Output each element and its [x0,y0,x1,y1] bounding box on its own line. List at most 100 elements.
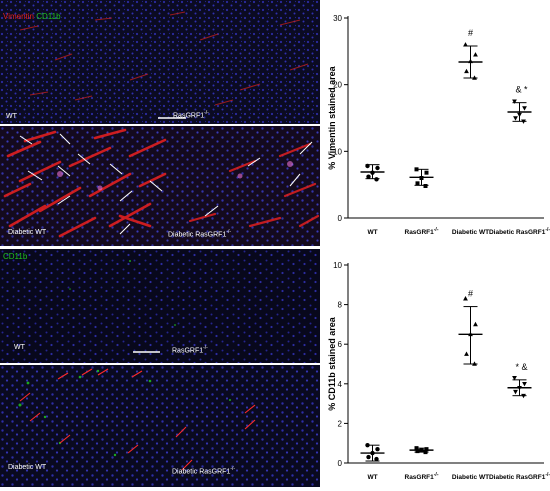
y-tick-label: 10 [333,261,342,270]
vimentin-image-row-nondiabetic: Vimentin CD11b WT RasGRF1-/- [0,0,320,124]
x-category-label-text: Diabetic RasGRF1 [489,229,546,236]
data-point [517,385,522,391]
cd11b-micrograph-nondiabetic [0,249,320,363]
data-point [473,52,478,57]
data-point [375,446,380,452]
x-category-label: WT [367,474,377,481]
cd11b-stain-label: CD11b [36,12,61,21]
data-point [472,361,477,366]
y-axis-label: % Vimentin stained area [327,65,337,169]
data-point [365,163,370,169]
data-point [374,177,379,182]
vimentin-stain-label: Vimentin [3,12,34,21]
data-point [414,167,419,172]
data-point [473,321,478,327]
image-label-wt: WT [6,113,17,120]
image-label-rasgrf1-bottom-text: RasGRF1 [172,347,204,355]
x-category-label: RasGRF1-/- [405,472,439,481]
data-point [468,58,473,64]
data-point [517,112,522,118]
data-point [512,99,517,104]
data-point [423,184,428,188]
vimentin-micrograph-nondiabetic [0,0,320,124]
data-point [415,449,420,454]
y-tick-label: 20 [333,81,342,90]
vimentin-chart: 0 10 20 30% Vimentin stained area WT RasGRF1-… [322,0,550,248]
x-category-label: Diabetic WT [452,474,489,481]
image-label-diabetic-rasgrf1-bottom: Diabetic RasGRF1-/- [172,466,235,475]
significance-annotation: # [468,289,473,299]
x-category-label: RasGRF1-/- [405,227,439,236]
data-point [415,181,420,186]
x-category-label-text: WT [367,229,377,236]
data-point [424,170,429,175]
image-label-diabetic-rasgrf1-sup: -/- [226,229,232,235]
data-point [468,331,473,337]
significance-annotation: * & [515,362,527,372]
x-category-label: Diabetic WT [452,229,489,236]
cd11b-micrograph-diabetic [0,365,320,487]
image-label-diabetic-rasgrf1-bottom-sup: -/- [230,466,236,472]
y-tick-label: 0 [338,459,343,468]
image-label-wt-bottom: WT [14,344,25,351]
data-point [366,174,371,179]
y-tick-label: 8 [338,301,343,310]
significance-annotation: & * [515,85,528,95]
cd11b-stain-label-bottom: CD11b [3,252,28,261]
data-point [521,119,526,124]
image-label-diabetic-wt: Diabetic WT [8,229,47,236]
data-point [513,389,518,395]
x-category-label-sup: -/- [545,227,550,233]
y-tick-label: 0 [338,214,343,223]
data-point [464,351,469,356]
image-label-rasgrf1-sup: -/- [204,110,209,116]
y-tick-label: 6 [338,340,343,349]
data-point [463,42,468,47]
data-point [522,106,527,111]
image-label-rasgrf1-bottom: RasGRF1-/- [172,345,208,354]
x-category-label-text: Diabetic WT [452,474,489,481]
y-axis-label: % CD11b stained area [327,316,337,411]
vimentin-micrograph-diabetic [0,126,320,246]
data-point [424,447,429,452]
data-point [463,296,468,301]
data-point [366,454,371,460]
y-tick-label: 10 [333,147,342,156]
x-category-label-text: RasGRF1 [405,229,435,236]
x-category-label: Diabetic RasGRF1-/- [489,472,550,481]
image-label-diabetic-rasgrf1-text: Diabetic RasGRF1 [168,231,227,239]
data-point [419,448,424,453]
x-category-label-sup: -/- [545,472,550,478]
y-tick-label: 2 [338,419,343,428]
image-label-diabetic-rasgrf1: Diabetic RasGRF1-/- [168,229,231,238]
data-point [419,176,424,180]
x-category-label-sup: -/- [434,227,439,233]
data-point [414,446,419,451]
vimentin-image-row-diabetic: Diabetic WT Diabetic RasGRF1-/- [0,126,320,246]
x-category-label-text: WT [367,474,377,481]
data-point [370,450,375,456]
image-label-rasgrf1-bottom-sup: -/- [203,345,208,351]
y-tick-label: 30 [333,14,342,23]
data-point [472,75,477,80]
data-point [374,456,379,462]
x-category-label-text: Diabetic RasGRF1 [489,474,546,481]
cd11b-image-row-diabetic: Diabetic WT Diabetic RasGRF1-/- [0,365,320,487]
x-category-label: Diabetic RasGRF1-/- [489,227,550,236]
significance-annotation: # [468,28,473,38]
data-point [464,68,469,74]
image-label-rasgrf1-text: RasGRF1 [173,112,205,120]
image-label-diabetic-rasgrf1-bottom-text: Diabetic RasGRF1 [172,468,231,476]
data-point [512,376,517,381]
data-point [375,165,380,171]
image-label-rasgrf1: RasGRF1-/- [173,110,209,119]
data-point [521,393,526,399]
data-point [513,116,518,121]
x-category-label-text: RasGRF1 [405,474,435,481]
y-tick-label: 4 [338,380,343,389]
cd11b-image-row-nondiabetic: CD11b WT RasGRF1-/- [0,249,320,363]
image-label-diabetic-wt-bottom: Diabetic WT [8,464,47,471]
data-point [423,450,428,455]
